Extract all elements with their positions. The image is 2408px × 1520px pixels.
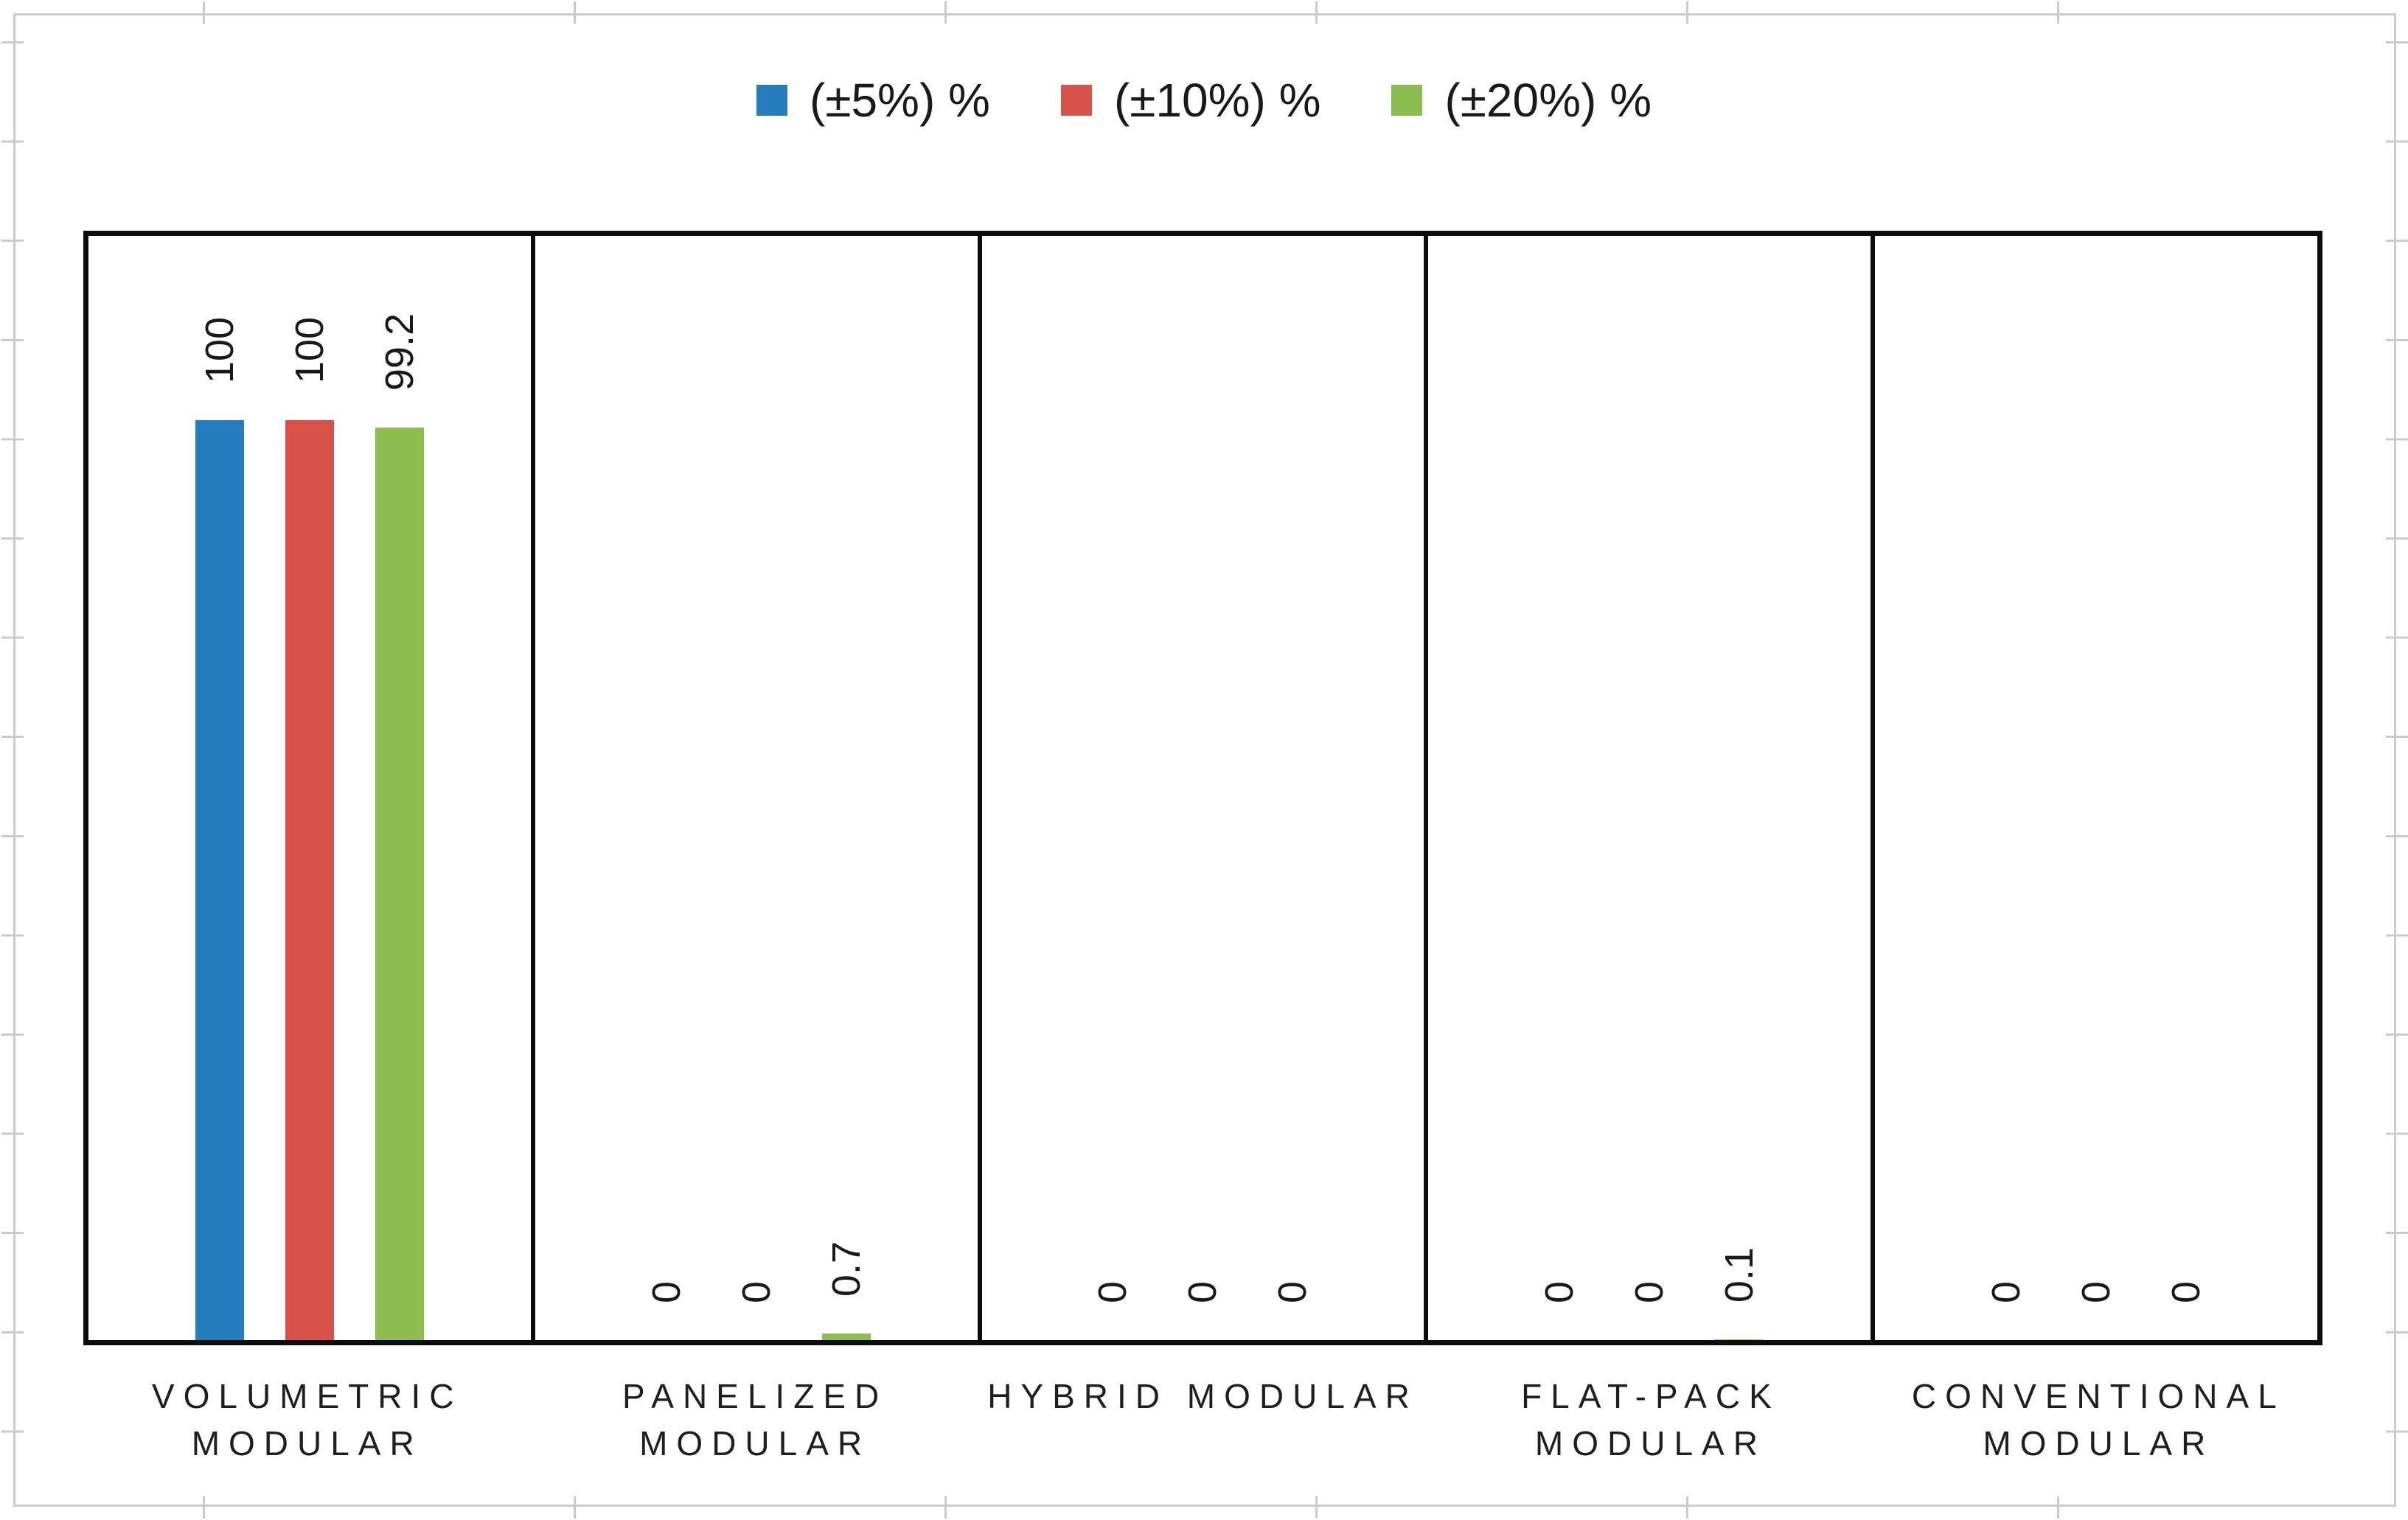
- category-label: HYBRID MODULAR: [979, 1373, 1427, 1467]
- category-label-line: CONVENTIONAL: [1911, 1377, 2286, 1415]
- category-label: CONVENTIONAL MODULAR: [1875, 1373, 2322, 1467]
- bar-value-label: 99.2: [377, 313, 422, 391]
- bar-value-label: 0: [1270, 1280, 1315, 1303]
- category-axis: VOLUMETRIC MODULAR PANELIZED MODULAR HYBRID …: [83, 1373, 2322, 1467]
- bar-value-label: 0: [2164, 1280, 2209, 1303]
- bar-slot: 0.1: [1715, 236, 1764, 1340]
- bar-value-label: 0: [644, 1280, 689, 1303]
- legend-swatch: [1391, 85, 1423, 116]
- bar-value-label: 0: [1984, 1280, 2029, 1303]
- legend-swatch: [1060, 85, 1092, 116]
- category-label-line: PANELIZED: [622, 1377, 888, 1415]
- bar-value-label: 0: [1180, 1280, 1225, 1303]
- bar-value-label: 100: [287, 316, 332, 383]
- legend: (±5%) % (±10%) % (±20%) %: [0, 77, 2408, 124]
- category-label-line: VOLUMETRIC: [151, 1377, 463, 1415]
- bar-slot: 0: [1535, 236, 1584, 1340]
- category-label-line: MODULAR: [191, 1424, 423, 1463]
- legend-item: (±10%) %: [1060, 74, 1321, 127]
- bar-slot: 0: [1178, 236, 1227, 1340]
- bar-value-label: 0.7: [824, 1241, 869, 1297]
- category-label-line: FLAT-PACK: [1521, 1377, 1781, 1415]
- bar-slot: 0: [1268, 236, 1317, 1340]
- legend-label: (±5%) %: [810, 74, 990, 127]
- chart-panel: 0 0 0.7: [535, 236, 982, 1340]
- bar: [375, 428, 424, 1340]
- chart-panel: 0 0 0.1: [1428, 236, 1876, 1340]
- bar-slot: 0.7: [821, 236, 871, 1340]
- category-label: VOLUMETRIC MODULAR: [83, 1373, 531, 1467]
- bar-value-label: 0: [1090, 1280, 1135, 1303]
- bar-slot: 0: [642, 236, 691, 1340]
- category-label-line: HYBRID MODULAR: [987, 1377, 1419, 1415]
- legend-item: (±5%) %: [756, 77, 990, 124]
- bar-value-label: 0: [1537, 1280, 1582, 1303]
- bar-slot: 99.2: [375, 236, 424, 1340]
- bar-value-label: 0: [734, 1280, 779, 1303]
- category-label-line: MODULAR: [1983, 1424, 2215, 1463]
- legend-label: (±20%) %: [1444, 74, 1652, 127]
- bar-slot: 0: [732, 236, 781, 1340]
- bar-slot: 0: [2072, 236, 2120, 1340]
- bar-slot: 0: [1982, 236, 2031, 1340]
- bar-slot: 0: [1088, 236, 1137, 1340]
- category-label-line: MODULAR: [1534, 1424, 1767, 1463]
- bar-slot: 100: [195, 236, 244, 1340]
- category-label: FLAT-PACK MODULAR: [1427, 1373, 1874, 1467]
- legend-item: (±20%) %: [1391, 77, 1652, 124]
- category-label: PANELIZED MODULAR: [531, 1373, 978, 1467]
- bar: [285, 420, 334, 1340]
- chart-panel: 100 100 99.2: [88, 236, 535, 1340]
- bar: [1715, 1339, 1764, 1340]
- chart-panel: 0 0 0: [982, 236, 1429, 1340]
- bar-value-label: 0: [2074, 1280, 2119, 1303]
- bar-slot: 0: [2162, 236, 2210, 1340]
- bar-value-label: 0.1: [1717, 1247, 1762, 1303]
- chart-panel: 0 0 0: [1875, 236, 2317, 1340]
- bar-slot: 100: [285, 236, 334, 1340]
- plot-area: 100 100 99.2 0 0 0.7 0 0 0 0 0 0.1 0 0 0: [83, 231, 2322, 1345]
- bar-value-label: 0: [1627, 1280, 1672, 1303]
- legend-swatch: [756, 85, 787, 116]
- bar-slot: 0: [1625, 236, 1674, 1340]
- category-label-line: MODULAR: [639, 1424, 871, 1463]
- bar-value-label: 100: [197, 316, 242, 383]
- bar: [195, 420, 244, 1340]
- legend-label: (±10%) %: [1113, 74, 1321, 127]
- bar: [821, 1334, 871, 1340]
